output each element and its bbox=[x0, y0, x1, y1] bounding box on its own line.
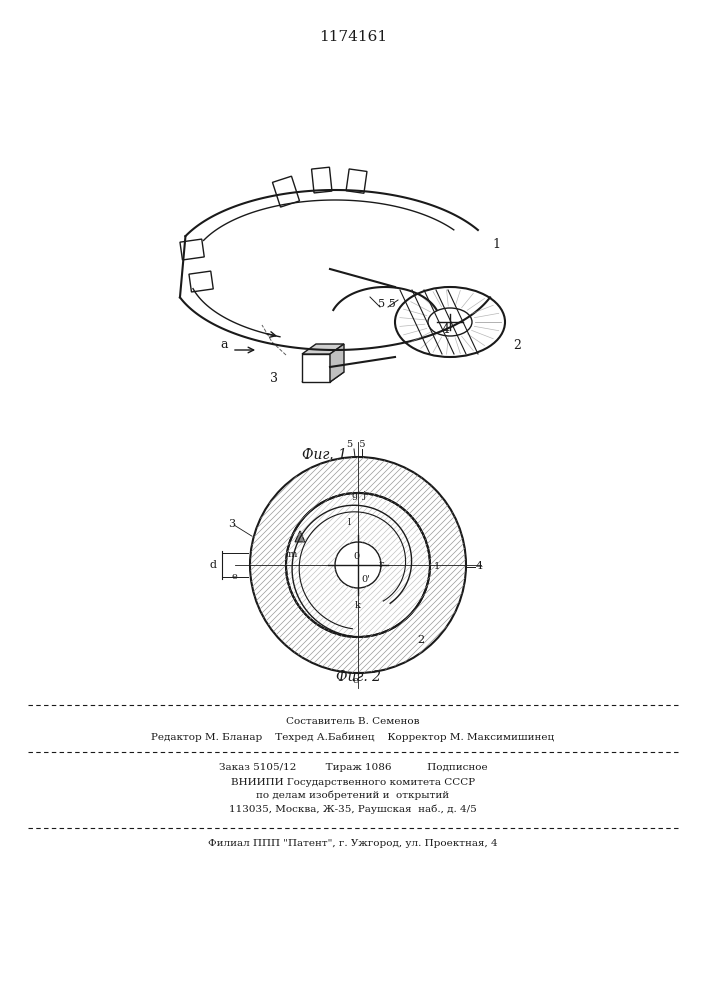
Text: Фиг. 2: Фиг. 2 bbox=[336, 670, 380, 684]
Circle shape bbox=[286, 493, 430, 637]
Text: d: d bbox=[210, 560, 217, 570]
Text: по делам изобретений и  открытий: по делам изобретений и открытий bbox=[257, 791, 450, 800]
Text: 5 5: 5 5 bbox=[378, 299, 396, 309]
Text: 4: 4 bbox=[476, 561, 483, 571]
Text: j: j bbox=[363, 491, 366, 500]
Text: l: l bbox=[348, 518, 351, 527]
Circle shape bbox=[335, 542, 381, 588]
Text: Составитель В. Семенов: Составитель В. Семенов bbox=[286, 717, 420, 726]
Polygon shape bbox=[312, 167, 332, 193]
Text: 113035, Москва, Ж-35, Раушская  наб., д. 4/5: 113035, Москва, Ж-35, Раушская наб., д. … bbox=[229, 804, 477, 814]
Text: ВНИИПИ Государственного комитета СССР: ВНИИПИ Государственного комитета СССР bbox=[231, 778, 475, 787]
Ellipse shape bbox=[395, 287, 505, 357]
Text: 2: 2 bbox=[417, 635, 424, 645]
Text: 4: 4 bbox=[442, 323, 450, 336]
Polygon shape bbox=[180, 239, 204, 260]
Text: r: r bbox=[379, 560, 383, 569]
Text: g: g bbox=[351, 491, 357, 500]
Text: 1174161: 1174161 bbox=[319, 30, 387, 44]
Text: 1: 1 bbox=[492, 238, 500, 251]
Ellipse shape bbox=[428, 308, 472, 336]
Polygon shape bbox=[302, 344, 344, 354]
Text: Заказ 5105/12         Тираж 1086           Подписное: Заказ 5105/12 Тираж 1086 Подписное bbox=[218, 763, 487, 772]
Text: Филиал ППП "Патент", г. Ужгород, ул. Проектная, 4: Филиал ППП "Патент", г. Ужгород, ул. Про… bbox=[208, 839, 498, 848]
Polygon shape bbox=[346, 169, 367, 193]
Text: 1: 1 bbox=[434, 562, 440, 571]
Text: 5  5: 5 5 bbox=[346, 440, 366, 449]
Text: 3: 3 bbox=[270, 372, 278, 385]
Polygon shape bbox=[295, 531, 305, 542]
Text: m: m bbox=[288, 550, 298, 559]
Polygon shape bbox=[302, 354, 330, 382]
Text: 2: 2 bbox=[513, 339, 521, 352]
Text: e: e bbox=[352, 676, 358, 685]
Text: k: k bbox=[355, 601, 361, 610]
Text: 3: 3 bbox=[228, 519, 235, 529]
Text: 0': 0' bbox=[361, 575, 370, 584]
Text: Редактор М. Бланар    Техред А.Бабинец    Корректор М. Максимишинец: Редактор М. Бланар Техред А.Бабинец Корр… bbox=[151, 732, 554, 742]
Polygon shape bbox=[189, 271, 214, 292]
Text: Фиг. 1: Фиг. 1 bbox=[303, 448, 348, 462]
Text: e: e bbox=[232, 572, 238, 581]
Polygon shape bbox=[330, 344, 344, 382]
Text: 0: 0 bbox=[353, 552, 359, 561]
Text: a: a bbox=[221, 338, 228, 351]
Polygon shape bbox=[302, 372, 344, 382]
Polygon shape bbox=[272, 176, 300, 207]
